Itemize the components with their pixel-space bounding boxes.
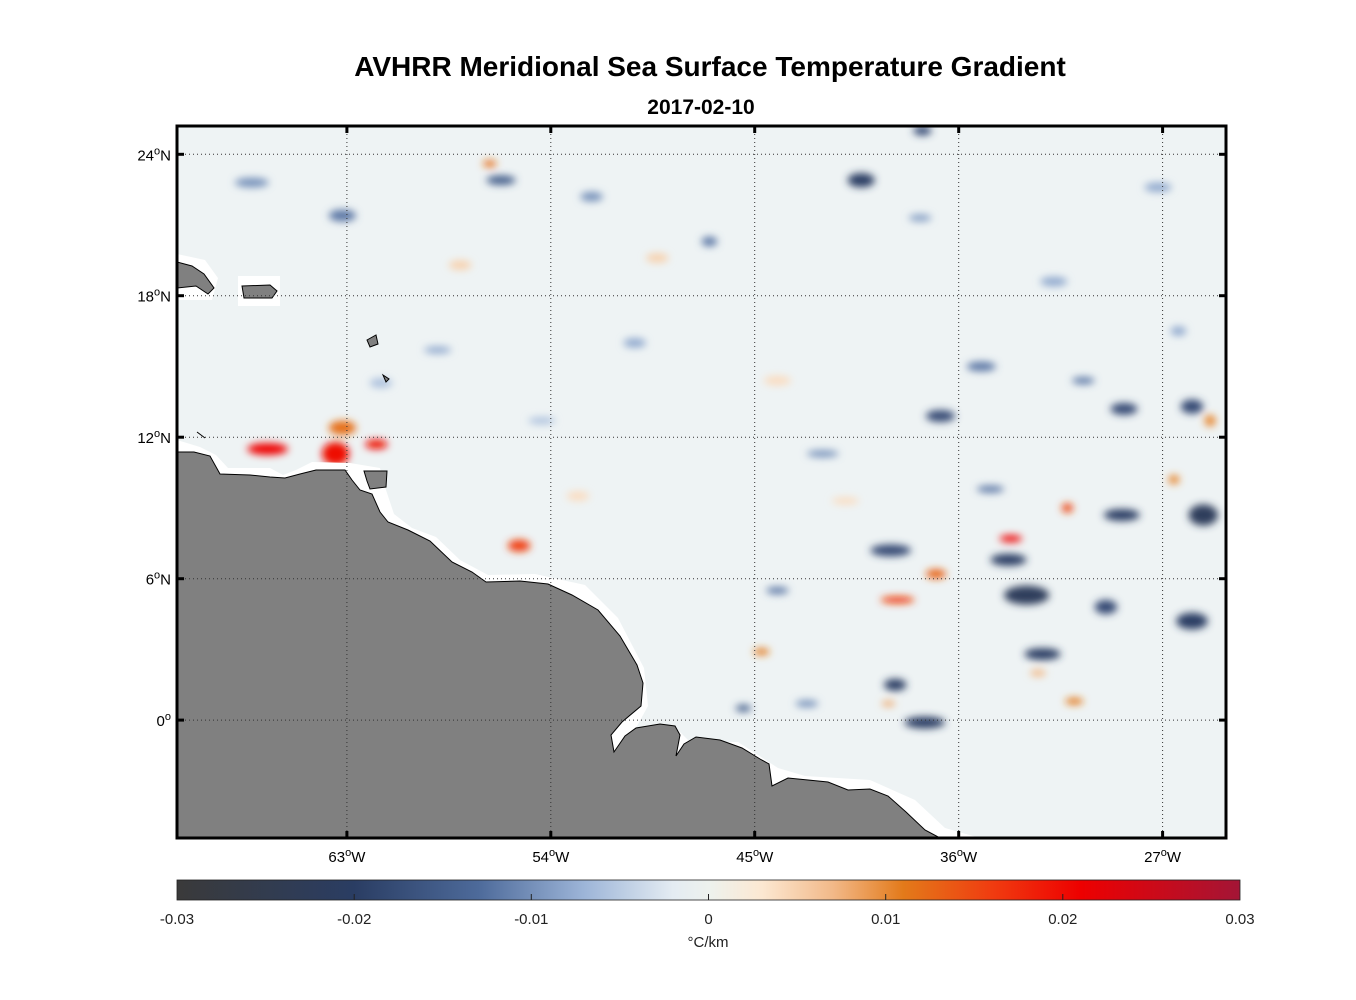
colorbar-tick-label-4: 0.01 — [871, 911, 900, 928]
colorbar-tick-label-3: 0 — [704, 911, 712, 928]
map-area — [177, 126, 1226, 838]
gradient-anomaly-27 — [1180, 399, 1204, 414]
latitude-labels: 24oN 18oN 12oN 6oN 0o — [137, 145, 171, 730]
lat-label-1: 18oN — [137, 287, 171, 306]
gradient-anomaly-53 — [1040, 276, 1068, 287]
gradient-anomaly-26 — [1110, 403, 1138, 415]
land-grenada — [196, 431, 206, 439]
gradient-anomaly-13 — [881, 700, 896, 707]
gradient-anomaly-17 — [990, 553, 1027, 566]
gradient-anomaly-12 — [1065, 697, 1084, 705]
gradient-anomaly-16 — [870, 544, 912, 557]
gradient-anomaly-1 — [322, 441, 350, 466]
gradient-anomaly-29 — [847, 173, 875, 188]
colorbar-tick-label-2: -0.01 — [514, 911, 548, 928]
gradient-anomaly-51 — [528, 417, 556, 425]
colorbar-tick-label-1: -0.02 — [337, 911, 371, 928]
land-trinidad — [363, 470, 388, 490]
longitude-labels: 63oW 54oW 45oW 36oW 27oW — [328, 847, 1181, 866]
gradient-anomaly-5 — [925, 569, 947, 579]
colorbar-ticks: -0.03 -0.02 -0.01 0 0.01 0.02 0.03 — [160, 894, 1255, 928]
gradient-anomaly-36 — [580, 192, 603, 202]
lon-label-1: 54oW — [532, 847, 570, 866]
gradient-anomaly-11 — [753, 648, 770, 656]
gradient-anomaly-54 — [1170, 326, 1187, 336]
gradient-anomaly-50 — [566, 491, 590, 501]
gradient-anomaly-33 — [328, 209, 356, 222]
land-south-america — [177, 451, 941, 838]
gradient-anomaly-0 — [247, 443, 288, 455]
colorbar-tick-label-5: 0.02 — [1048, 911, 1077, 928]
graticule — [177, 126, 1226, 838]
sst-gradient-field — [234, 126, 1219, 729]
figure-title: AVHRR Meridional Sea Surface Temperature… — [354, 51, 1066, 82]
lat-label-0: 24oN — [137, 145, 171, 164]
gradient-anomaly-22 — [1094, 599, 1118, 615]
land-hispaniola — [177, 261, 215, 295]
gradient-anomaly-6 — [880, 596, 915, 604]
gradient-anomaly-15 — [482, 160, 497, 168]
land-martinique — [381, 373, 390, 383]
figure-subtitle: 2017-02-10 — [647, 96, 754, 119]
gradient-anomaly-42 — [1072, 377, 1095, 385]
gradient-anomaly-30 — [913, 126, 932, 136]
gradient-anomaly-44 — [424, 346, 452, 354]
gradient-anomaly-43 — [976, 485, 1005, 493]
gradient-anomaly-48 — [763, 375, 792, 386]
gradient-anomaly-10 — [1204, 414, 1216, 427]
lat-label-2: 12oN — [137, 428, 171, 447]
map-frame — [175, 124, 1228, 840]
gradient-anomaly-3 — [365, 439, 388, 449]
lon-label-4: 27oW — [1144, 847, 1182, 866]
gradient-anomaly-39 — [795, 700, 819, 708]
gradient-anomaly-28 — [925, 410, 956, 422]
gradient-anomaly-9 — [1168, 474, 1180, 485]
gradient-anomaly-23 — [1103, 509, 1140, 521]
gradient-anomaly-35 — [908, 214, 932, 222]
colorbar-tick-label-0: -0.03 — [160, 911, 194, 928]
gradient-anomaly-18 — [1003, 585, 1050, 605]
gradient-anomaly-37 — [766, 587, 789, 594]
gradient-anomaly-40 — [806, 450, 839, 458]
lon-label-0: 63oW — [328, 847, 366, 866]
land-puerto-rico — [241, 284, 278, 299]
gradient-anomaly-55 — [831, 497, 860, 505]
gradient-anomaly-19 — [883, 678, 907, 691]
land-guadeloupe — [366, 334, 379, 348]
lon-label-2: 45oW — [736, 847, 774, 866]
gradient-anomaly-21 — [1024, 648, 1061, 660]
gradient-anomaly-24 — [1188, 504, 1219, 526]
gradient-anomaly-38 — [735, 704, 752, 712]
gradient-anomaly-2 — [328, 420, 356, 435]
gradient-anomaly-25 — [1176, 612, 1208, 630]
gradient-anomaly-7 — [999, 535, 1023, 543]
gradient-anomaly-45 — [623, 338, 646, 348]
gradient-anomaly-52 — [1144, 182, 1172, 192]
gradient-anomaly-31 — [486, 175, 516, 185]
gradient-anomaly-47 — [448, 260, 472, 270]
colorbar-unit-label: °C/km — [688, 934, 729, 951]
gradient-anomaly-32 — [234, 177, 269, 188]
gradient-anomaly-41 — [966, 361, 996, 372]
colorbar-tick-label-6: 0.03 — [1225, 911, 1254, 928]
gradient-anomaly-4 — [507, 539, 531, 552]
lon-label-3: 36oW — [940, 847, 978, 866]
gradient-anomaly-8 — [1061, 503, 1074, 513]
gradient-anomaly-14 — [1030, 669, 1046, 677]
colorbar: -0.03 -0.02 -0.01 0 0.01 0.02 0.03 °C/km — [160, 879, 1255, 951]
gradient-anomaly-20 — [904, 716, 946, 729]
gradient-anomaly-46 — [646, 253, 669, 263]
gradient-anomaly-34 — [701, 236, 718, 247]
lat-label-3: 6oN — [146, 570, 171, 589]
lat-label-4: 0o — [157, 711, 171, 730]
